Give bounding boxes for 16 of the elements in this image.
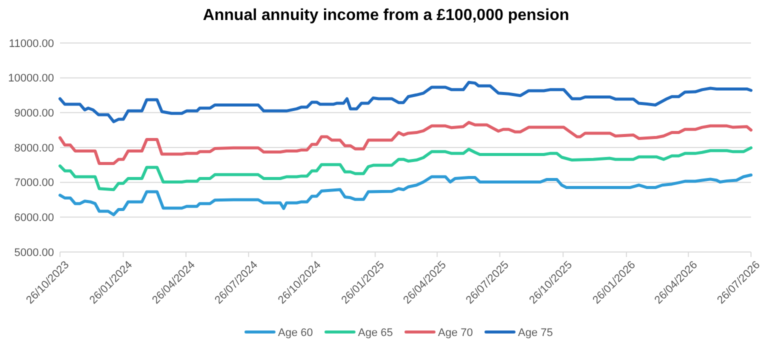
legend-label: Age 75: [518, 326, 553, 339]
chart-title: Annual annuity income from a £100,000 pension: [202, 7, 570, 24]
y-tick-label: 6000.00: [14, 212, 54, 224]
legend-label: Age 65: [358, 326, 393, 339]
y-tick-label: 11000.00: [8, 38, 54, 50]
line-series: [58, 120, 752, 166]
line-series: [58, 80, 752, 124]
line-series: [58, 174, 752, 216]
legend-label: Age 60: [278, 326, 313, 339]
y-tick-label: 8000.00: [14, 142, 54, 154]
y-tick-label: 10000.00: [8, 72, 54, 85]
y-tick-label: 7000.00: [14, 177, 54, 190]
legend-label: Age 70: [438, 326, 473, 339]
y-tick-label: 9000.00: [14, 108, 54, 120]
line-series: [58, 146, 752, 192]
y-tick-label: 5000.00: [14, 246, 54, 259]
